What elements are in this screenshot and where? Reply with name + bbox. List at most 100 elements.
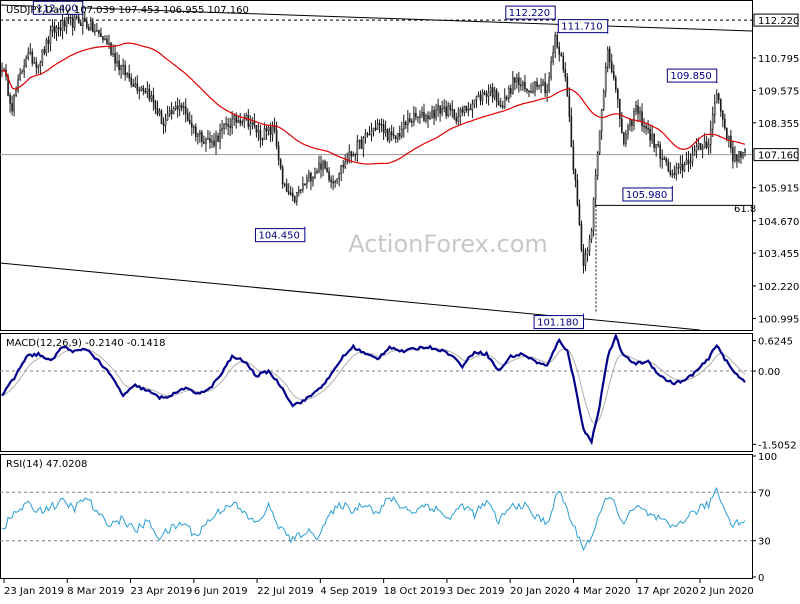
candle [67, 13, 70, 25]
candle [374, 120, 377, 132]
candle-body [330, 179, 332, 183]
candle-body [562, 55, 565, 70]
candle-body [719, 99, 722, 112]
candle-body [659, 144, 662, 159]
candle-body [400, 128, 403, 137]
price-tick-label: 109.575 [758, 86, 799, 97]
candle [592, 197, 595, 237]
upper-trendline [0, 4, 753, 32]
candle-body [705, 141, 708, 148]
candle [370, 122, 373, 142]
candle [455, 112, 458, 125]
candle-body [425, 115, 427, 121]
candle-body [675, 167, 678, 175]
candle [176, 97, 179, 118]
candle-body [322, 161, 324, 170]
candle-body [621, 118, 623, 133]
candle-body [316, 171, 318, 174]
candle-body [473, 99, 476, 105]
candle-body [709, 128, 712, 145]
candle-body [657, 144, 659, 146]
candle [162, 117, 165, 135]
candle-body [59, 27, 62, 31]
candle [39, 60, 42, 75]
candle [427, 111, 429, 128]
candle [178, 99, 181, 116]
candle [114, 44, 116, 72]
candle [516, 73, 518, 89]
candle-body [310, 172, 312, 182]
candle [421, 106, 423, 119]
candle-body [308, 172, 310, 179]
candle [160, 109, 163, 125]
candle-body [172, 108, 175, 114]
candle [675, 162, 678, 181]
candle-body [336, 178, 338, 182]
candle [655, 144, 657, 157]
candle-body [376, 123, 379, 131]
candle-body [110, 42, 112, 55]
candle-body [578, 204, 581, 225]
candle [614, 75, 617, 93]
candle [730, 130, 732, 154]
candle [453, 108, 456, 121]
date-tick-label: 22 Jul 2019 [257, 586, 314, 597]
candle [300, 189, 302, 194]
candle-body [572, 146, 575, 170]
candle [197, 132, 199, 145]
candle-body [396, 133, 399, 139]
candle [637, 99, 639, 123]
price-pane-border [0, 0, 753, 331]
candle [471, 99, 474, 118]
candle [717, 92, 720, 104]
candle [37, 64, 40, 74]
candle-body [701, 147, 704, 150]
current-price-tag-box [753, 148, 799, 162]
price-pane: ActionForex.com 112.400 104.450 112.220 111… [0, 0, 799, 331]
candle-body [734, 154, 736, 162]
candle [249, 115, 252, 136]
candle-body [55, 27, 58, 33]
candle [245, 112, 248, 122]
candle-body [342, 164, 345, 168]
candle-body [503, 96, 506, 108]
moving-average-line [1, 42, 746, 165]
candle [491, 82, 494, 103]
candle [281, 164, 284, 189]
price-reference-lines [0, 19, 752, 314]
candle [584, 248, 587, 272]
candle-body [21, 71, 23, 74]
candle [79, 20, 82, 26]
candle-body [554, 35, 557, 53]
candle-body [550, 61, 552, 79]
candle-body [697, 143, 700, 147]
candle-body [358, 139, 361, 142]
candle-body [53, 25, 56, 33]
candle [651, 125, 653, 144]
candle-body [225, 123, 227, 126]
candle-body [398, 133, 401, 137]
candle-body [215, 135, 217, 146]
candle-body [166, 114, 169, 121]
candle [732, 140, 734, 169]
candle-body [190, 122, 193, 128]
candle-body [744, 149, 746, 153]
candle-body [493, 90, 496, 98]
candle [368, 125, 371, 136]
candle-body [530, 91, 532, 93]
candle [425, 113, 427, 124]
candle-body [184, 106, 187, 114]
candle-body [261, 138, 264, 141]
price-tick-label: 110.795 [758, 54, 799, 65]
candle [507, 85, 510, 103]
candle-body [526, 88, 528, 92]
candle-body [102, 36, 104, 41]
candle-body [665, 158, 668, 163]
candle-body [449, 105, 452, 111]
candle [118, 54, 120, 76]
candle-body [211, 140, 213, 143]
candle-body [421, 111, 423, 116]
candle-body [75, 16, 78, 19]
candle [572, 139, 575, 175]
candle [215, 130, 217, 155]
